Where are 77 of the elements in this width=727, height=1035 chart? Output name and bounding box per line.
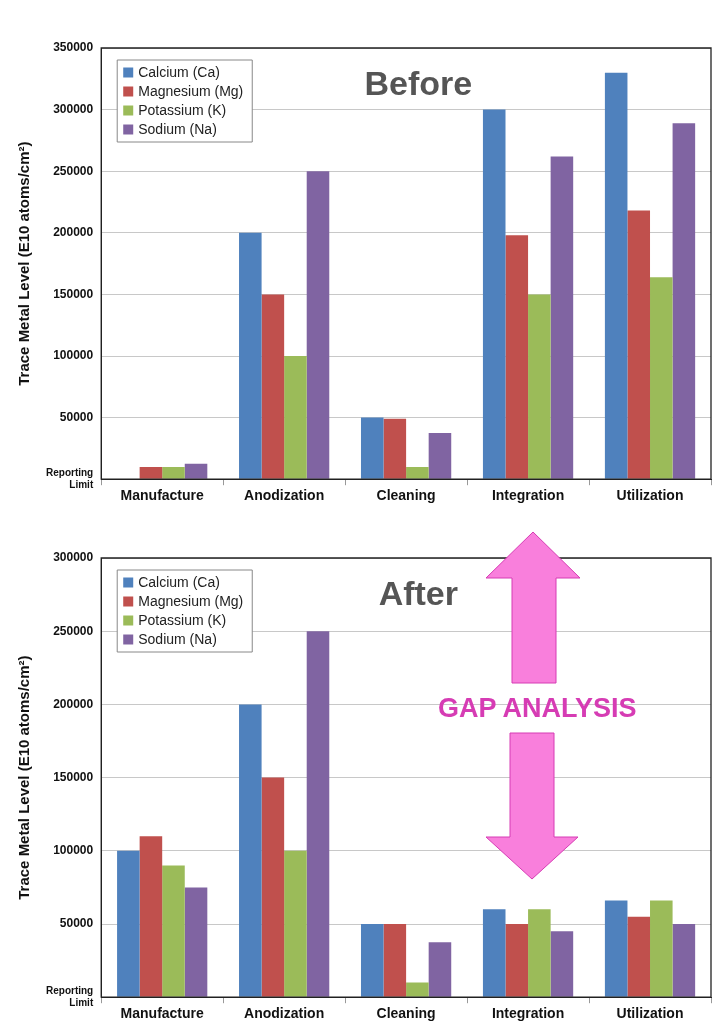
y-axis-title: Trace Metal Level (E10 atoms/cm²) [15,655,33,900]
legend-label: Magnesium (Mg) [138,83,244,100]
bar [550,931,574,997]
bar [261,294,285,479]
x-tick-label: Utilization [616,1005,684,1022]
y-tick-label: 100000 [53,843,94,858]
bar [528,294,551,479]
bar [482,109,506,479]
y-tick-label: 50000 [59,916,94,931]
y-tick-label: 150000 [53,286,94,301]
bar [406,982,429,997]
bar [428,942,452,997]
legend-label: Calcium (Ca) [138,64,220,81]
bar [650,900,673,997]
y-tick-label: 50000 [59,409,94,424]
bar [406,466,429,479]
bar [360,417,384,479]
legend-label: Potassium (K) [138,612,227,629]
x-tick-label: Manufacture [120,1005,205,1022]
text: Before [364,64,473,103]
legend-label: Sodium (Na) [138,121,217,138]
x-tick-label: Manufacture [120,487,205,504]
y-tick-label: 250000 [53,623,94,638]
bar [162,865,185,997]
bar [383,418,407,479]
bar [482,909,506,997]
bar [428,433,452,479]
bar [139,466,163,479]
bar [117,850,140,997]
bar [162,466,185,479]
legend-label: Potassium (K) [138,102,227,119]
bar [650,277,673,479]
x-tick-label: Cleaning [376,1005,436,1022]
x-tick-label: Integration [491,1005,565,1022]
bar [550,156,574,479]
y-axis-title: Trace Metal Level (E10 atoms/cm²) [15,141,33,386]
bar [139,836,163,997]
bar [239,704,262,997]
text: After [378,574,458,613]
y-tick-label: 200000 [53,696,94,711]
y-tick-label: 200000 [53,225,94,240]
bar [505,924,529,997]
bar [383,924,407,997]
bar [284,356,307,479]
annotation: GAP ANALYSIS [437,692,637,723]
bar [184,463,208,479]
legend-label: Calcium (Ca) [138,574,220,591]
x-tick-label: Anodization [244,1005,325,1022]
y-tick-label: 100000 [53,348,94,363]
x-tick-label: Anodization [244,487,325,504]
legend-label: Sodium (Na) [138,631,217,648]
bar [528,909,551,997]
y-tick-label: 300000 [53,550,94,565]
bar [627,210,651,479]
y-tick-label: 350000 [53,40,94,55]
bar [306,171,330,479]
bar [184,887,208,997]
bar [306,631,330,997]
bar [627,916,651,997]
bar [672,123,696,479]
x-tick-label: Utilization [616,487,684,504]
y-tick-label: 300000 [53,101,94,116]
bar [505,235,529,479]
bar [604,900,628,997]
bar [239,232,262,479]
bar [284,850,307,997]
legend-label: Magnesium (Mg) [138,593,244,610]
bar [672,924,696,997]
x-tick-label: Integration [491,487,565,504]
y-tick-label: 150000 [53,769,94,784]
x-tick-label: Cleaning [376,487,436,504]
y-tick-label: Reporting Limit [46,984,94,1008]
y-tick-label: 250000 [53,163,94,178]
bar [604,72,628,479]
y-tick-label: Reporting Limit [46,466,94,490]
bar [360,924,384,997]
bar [261,777,285,997]
